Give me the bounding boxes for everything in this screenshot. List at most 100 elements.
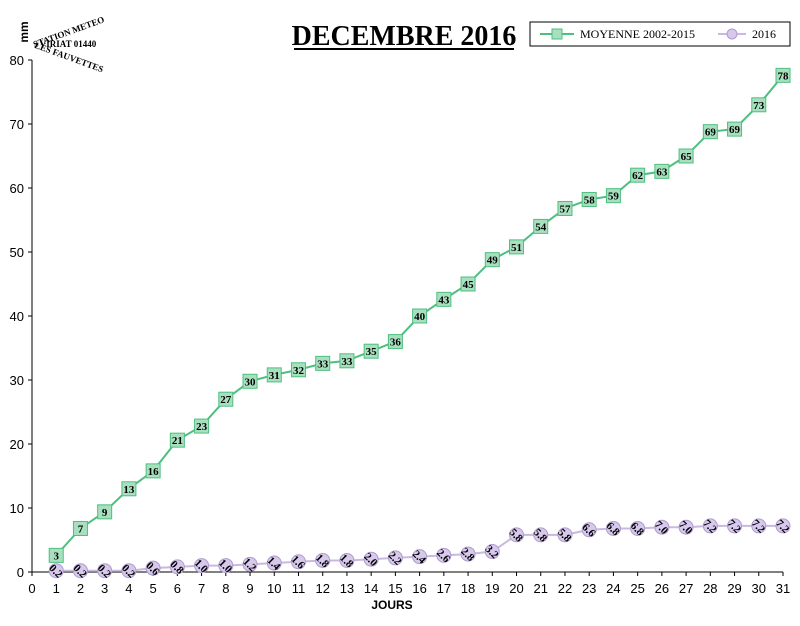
data-point-2016	[97, 563, 113, 579]
data-label-2016: 0.6	[143, 560, 162, 579]
x-tick-label: 1	[53, 581, 60, 596]
x-axis-title: JOURS	[371, 598, 412, 612]
data-point-avg	[581, 192, 597, 208]
data-point-avg	[97, 504, 113, 520]
data-point-avg	[387, 334, 403, 350]
data-point-2016	[581, 522, 597, 538]
data-point-2016	[727, 518, 743, 534]
data-point-avg	[460, 276, 476, 292]
x-tick-label: 13	[340, 581, 354, 596]
x-tick-label: 12	[315, 581, 329, 596]
data-point-avg	[557, 200, 573, 216]
data-point-avg	[290, 362, 306, 378]
data-point-2016	[339, 552, 355, 568]
data-label-2016: 6.6	[579, 521, 598, 540]
station-stamp: STATION METEO VIRIAT 01440 LES FAUVETTES	[32, 14, 106, 74]
y-tick-label: 30	[10, 373, 24, 388]
legend-label-avg: MOYENNE 2002-2015	[580, 27, 695, 41]
data-point-avg	[121, 481, 137, 497]
data-label-avg: 35	[366, 346, 378, 358]
data-point-avg	[145, 463, 161, 479]
x-tick-label: 22	[558, 581, 572, 596]
data-label-avg: 16	[148, 466, 160, 478]
data-label-avg: 62	[632, 170, 644, 182]
x-tick-label: 8	[222, 581, 229, 596]
data-point-avg	[702, 124, 718, 140]
data-point-2016	[169, 559, 185, 575]
data-label-avg: 57	[559, 203, 571, 215]
data-point-2016	[290, 554, 306, 570]
stamp-line2: VIRIAT 01440	[40, 39, 97, 49]
x-tick-label: 21	[534, 581, 548, 596]
data-label-avg: 63	[656, 166, 668, 178]
data-label-avg: 36	[390, 337, 402, 349]
data-label-avg: 78	[778, 70, 790, 82]
x-tick-label: 28	[703, 581, 717, 596]
y-tick-label: 80	[10, 53, 24, 68]
data-point-2016	[48, 563, 64, 579]
data-label-avg: 51	[511, 242, 522, 254]
data-point-2016	[460, 546, 476, 562]
data-label-avg: 40	[414, 311, 426, 323]
data-label-2016: 2.2	[386, 550, 405, 569]
data-label-avg: 3	[53, 550, 59, 562]
chart-title: DECEMBRE 2016	[292, 21, 517, 52]
data-label-avg: 9	[102, 507, 108, 519]
data-point-avg	[605, 188, 621, 204]
data-point-avg	[315, 355, 331, 371]
data-point-avg	[194, 418, 210, 434]
x-tick-label: 31	[776, 581, 790, 596]
data-label-2016: 0.2	[119, 562, 138, 581]
data-point-avg	[509, 239, 525, 255]
data-point-2016	[678, 519, 694, 535]
data-point-avg	[242, 373, 258, 389]
y-tick-label: 70	[10, 117, 24, 132]
y-tick-label: 10	[10, 501, 24, 516]
x-tick-label: 24	[606, 581, 620, 596]
data-label-2016: 0.2	[71, 562, 90, 581]
x-tick-label: 18	[461, 581, 475, 596]
data-point-2016	[605, 520, 621, 536]
data-point-2016	[315, 552, 331, 568]
data-point-avg	[412, 308, 428, 324]
x-tick-label: 26	[655, 581, 669, 596]
data-point-2016	[363, 551, 379, 567]
data-point-2016	[387, 550, 403, 566]
x-tick-label: 17	[437, 581, 451, 596]
data-label-avg: 13	[123, 484, 135, 496]
data-point-2016	[654, 519, 670, 535]
data-point-avg	[751, 97, 767, 113]
data-label-avg: 30	[245, 376, 257, 388]
x-tick-label: 23	[582, 581, 596, 596]
data-label-2016: 1.4	[264, 555, 283, 574]
x-tick-label: 16	[412, 581, 426, 596]
data-label-2016: 7.2	[773, 518, 792, 537]
data-point-avg	[727, 121, 743, 137]
data-label-2016: 7.0	[652, 519, 671, 538]
data-label-avg: 45	[463, 279, 475, 291]
data-point-avg	[339, 353, 355, 369]
data-label-avg: 65	[681, 151, 693, 163]
data-label-avg: 58	[584, 195, 596, 207]
x-tick-label: 11	[292, 581, 306, 596]
data-point-avg	[436, 291, 452, 307]
data-label-2016: 2.8	[458, 546, 477, 565]
x-tick-label: 29	[727, 581, 741, 596]
y-tick-label: 20	[10, 437, 24, 452]
x-tick-label: 6	[174, 581, 181, 596]
y-axis-title: mm	[17, 21, 31, 42]
x-tick-label: 0	[28, 581, 35, 596]
data-label-2016: 5.8	[555, 526, 574, 545]
data-point-2016	[702, 518, 718, 534]
data-point-2016	[557, 527, 573, 543]
data-label-avg: 54	[535, 221, 547, 233]
data-label-2016: 0.8	[168, 558, 187, 577]
x-tick-label: 30	[752, 581, 766, 596]
data-point-2016	[775, 518, 791, 534]
data-point-avg	[169, 432, 185, 448]
data-point-2016	[436, 547, 452, 563]
legend-label-2016: 2016	[752, 27, 776, 41]
data-point-2016	[194, 558, 210, 574]
